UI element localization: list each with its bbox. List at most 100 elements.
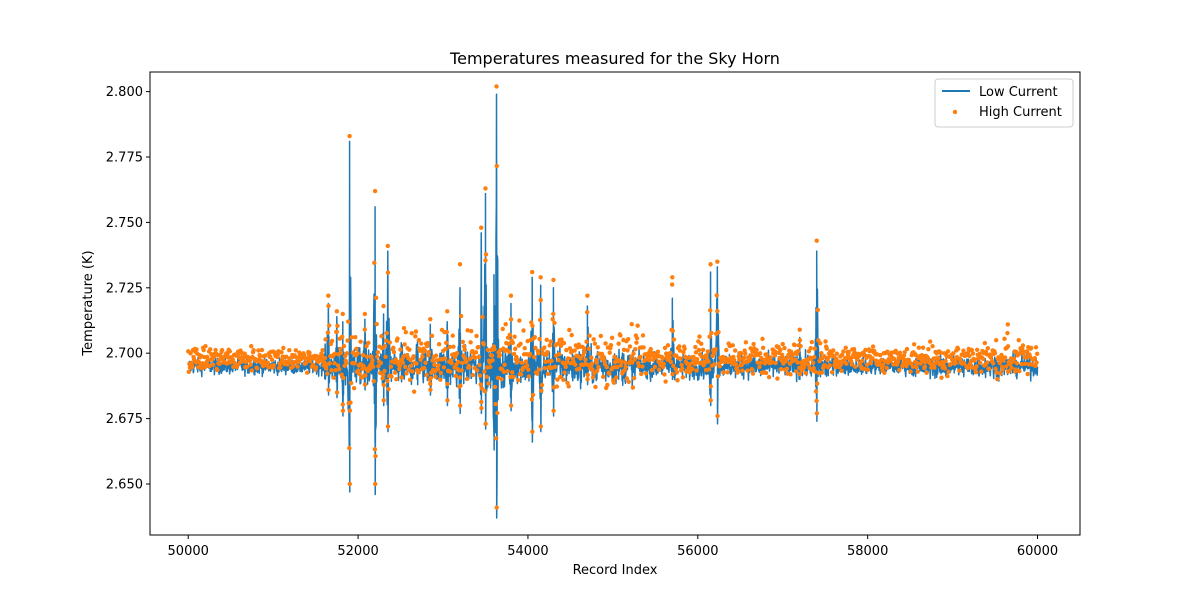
scatter-point <box>326 387 331 393</box>
scatter-point <box>459 368 464 373</box>
scatter-point <box>738 351 744 356</box>
scatter-point <box>404 371 409 376</box>
scatter-point <box>788 372 793 377</box>
scatter-point <box>849 362 854 367</box>
scatter-point <box>518 372 524 377</box>
scatter-point <box>699 341 704 346</box>
scatter-point <box>593 384 598 390</box>
scatter-point <box>392 370 398 375</box>
scatter-point <box>347 445 352 451</box>
scatter-point <box>743 340 749 345</box>
scatter-point <box>998 371 1003 376</box>
scatter-point <box>784 366 790 371</box>
scatter-point <box>974 347 980 352</box>
scatter-point <box>606 371 612 376</box>
scatter-point <box>537 317 543 323</box>
scatter-point <box>508 317 514 322</box>
scatter-point <box>372 260 377 266</box>
scatter-point <box>461 344 467 349</box>
plot-area <box>186 84 1040 519</box>
scatter-point <box>603 341 608 346</box>
scatter-point <box>955 346 961 352</box>
scatter-point <box>706 359 711 364</box>
scatter-point <box>375 354 380 359</box>
scatter-point <box>904 346 910 352</box>
scatter-point <box>538 297 543 303</box>
scatter-point <box>796 348 801 354</box>
scatter-point <box>966 350 971 355</box>
scatter-point <box>778 347 783 353</box>
scatter-point <box>362 382 368 387</box>
scatter-point <box>713 346 718 352</box>
x-axis-label: Record Index <box>573 563 658 578</box>
scatter-point <box>493 401 498 407</box>
scatter-point <box>922 364 928 369</box>
scatter-point <box>539 382 545 388</box>
x-tick-label: 56000 <box>677 544 718 559</box>
scatter-point <box>387 340 392 345</box>
chart-title: Temperatures measured for the Sky Horn <box>449 49 780 68</box>
scatter-point <box>838 362 844 367</box>
scatter-point <box>521 328 526 333</box>
scatter-point <box>595 345 601 350</box>
scatter-point <box>469 328 474 334</box>
scatter-point <box>926 346 931 352</box>
scatter-point <box>881 362 886 368</box>
scatter-point <box>1017 368 1022 374</box>
scatter-point <box>507 332 513 338</box>
scatter-point <box>481 342 486 347</box>
scatter-point <box>465 328 470 333</box>
scatter-point <box>712 362 717 367</box>
scatter-point <box>797 371 803 377</box>
scatter-point <box>326 323 332 328</box>
scatter-point <box>401 325 407 331</box>
scatter-point <box>490 358 495 363</box>
scatter-point <box>943 358 948 364</box>
scatter-point <box>355 351 360 356</box>
scatter-point <box>632 357 637 362</box>
scatter-point <box>529 269 535 275</box>
scatter-point <box>334 390 340 395</box>
scatter-point <box>910 364 916 369</box>
scatter-point <box>724 347 729 353</box>
scatter-point <box>395 336 400 341</box>
scatter-point <box>210 362 216 367</box>
scatter-point <box>844 361 849 366</box>
scatter-point <box>938 350 944 355</box>
scatter-point <box>915 369 920 374</box>
scatter-point <box>378 360 384 366</box>
scatter-point <box>592 371 597 376</box>
scatter-point <box>590 367 595 372</box>
scatter-point <box>748 346 753 351</box>
scatter-point <box>725 370 730 375</box>
scatter-point <box>970 351 976 356</box>
scatter-point <box>581 346 587 351</box>
scatter-point <box>577 366 582 372</box>
scatter-point <box>1016 337 1021 343</box>
scatter-point <box>371 379 376 384</box>
scatter-point <box>227 349 233 354</box>
scatter-point <box>340 408 346 413</box>
scatter-point <box>665 343 671 348</box>
scatter-point <box>511 351 517 357</box>
scatter-point <box>307 350 312 356</box>
scatter-point <box>717 364 722 369</box>
y-tick-label: 2.650 <box>106 477 143 492</box>
scatter-point <box>584 309 590 315</box>
scatter-point <box>332 360 337 366</box>
scatter-point <box>795 360 800 365</box>
scatter-point <box>263 353 268 358</box>
scatter-point <box>369 354 374 359</box>
scatter-point <box>473 355 478 360</box>
scatter-point <box>639 371 644 377</box>
scatter-point <box>715 308 720 314</box>
scatter-point <box>194 347 199 352</box>
scatter-point <box>671 337 677 342</box>
scatter-point <box>797 327 802 332</box>
scatter-point <box>982 340 988 346</box>
scatter-point <box>547 343 552 348</box>
scatter-point <box>839 352 845 358</box>
scatter-point <box>353 334 358 340</box>
scatter-point <box>523 359 529 364</box>
scatter-point <box>495 375 501 381</box>
